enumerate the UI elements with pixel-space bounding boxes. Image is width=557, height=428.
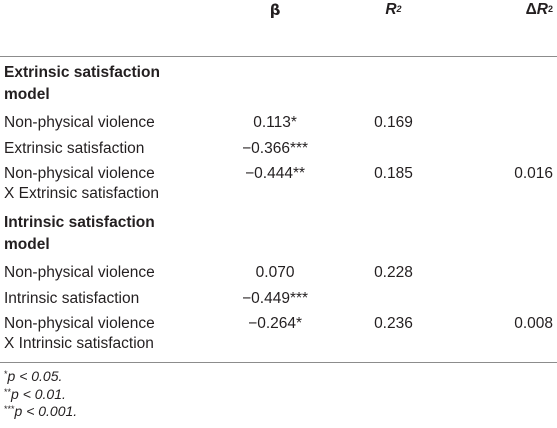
beta-value: 0.113* [253, 114, 297, 131]
header-r-exponent: 2 [396, 4, 402, 14]
footnote-marker: ** [4, 386, 12, 397]
r2-value [339, 284, 447, 310]
section-header-extrinsic: Extrinsic satisfaction model [0, 57, 557, 109]
row-label: Intrinsic satisfaction [4, 290, 140, 307]
header-delta-r-exponent: 2 [547, 4, 553, 14]
footnote-text: p < 0.001. [14, 403, 78, 419]
header-r-letter: R [385, 1, 397, 18]
row-label: Non-physical violence X Extrinsic satisfa… [0, 160, 211, 206]
beta-value: −0.449*** [242, 290, 309, 307]
header-r-squared: R2 [339, 0, 448, 57]
section-title-line2: model [4, 236, 50, 253]
r2-value: 0.228 [374, 264, 413, 281]
table-row: Extrinsic satisfaction −0.366*** [0, 134, 557, 160]
row-label-line1: Non-physical violence [4, 315, 155, 332]
regression-results-table: β R2 ΔR2 Extrinsic satisfaction model Non… [0, 0, 557, 363]
row-label-line2: X Extrinsic satisfaction [4, 185, 160, 202]
section-header-intrinsic: Intrinsic satisfaction model [0, 206, 557, 258]
footnote: *p < 0.05. [4, 368, 77, 386]
delta-r2-value: 0.008 [447, 310, 557, 363]
delta-r2-value [448, 108, 557, 134]
r2-value [339, 134, 447, 160]
row-label: Non-physical violence X Intrinsic satisfa… [0, 310, 211, 363]
footnote-text: p < 0.05. [7, 368, 63, 384]
row-label-line2: X Intrinsic satisfaction [4, 335, 154, 352]
footnote-marker: * [4, 369, 8, 379]
section-title-line1: Intrinsic satisfaction [4, 214, 155, 231]
r2-value: 0.185 [374, 165, 413, 182]
beta-value: −0.264* [210, 310, 340, 363]
table-row: Non-physical violence X Intrinsic satisfa… [0, 310, 557, 363]
header-beta: β [210, 0, 340, 57]
row-label: Extrinsic satisfaction [4, 140, 145, 157]
footnote: ***p < 0.001. [4, 403, 77, 421]
r2-value: 0.236 [339, 310, 448, 363]
header-row: β R2 ΔR2 [0, 0, 557, 57]
section-title: Intrinsic satisfaction model [0, 206, 557, 258]
delta-r2-value [448, 284, 557, 310]
section-title-line1: Extrinsic satisfaction [4, 64, 160, 81]
header-blank [0, 0, 211, 57]
beta-value: −0.444** [245, 165, 306, 182]
table-footnotes: *p < 0.05. **p < 0.01. ***p < 0.001. [4, 368, 77, 421]
delta-r2-value [448, 134, 557, 160]
row-label: Non-physical violence [4, 114, 155, 131]
footnote-marker: *** [4, 404, 15, 414]
delta-r2-value [448, 258, 557, 284]
beta-value: −0.366*** [242, 140, 309, 157]
header-delta-symbol: Δ [525, 1, 537, 18]
header-delta-r-letter: R [536, 1, 548, 18]
footnote: **p < 0.01. [4, 386, 77, 404]
table-row: Non-physical violence X Extrinsic satisfa… [0, 160, 557, 206]
row-label: Non-physical violence [4, 264, 155, 281]
section-title: Extrinsic satisfaction model [0, 57, 557, 109]
beta-value: 0.070 [255, 264, 295, 281]
section-title-line2: model [4, 86, 50, 103]
table-row: Intrinsic satisfaction −0.449*** [0, 284, 557, 310]
footnote-text: p < 0.01. [11, 385, 66, 402]
table-row: Non-physical violence 0.070 0.228 [0, 258, 557, 284]
row-label-line1: Non-physical violence [4, 165, 155, 182]
r2-value: 0.169 [374, 114, 413, 131]
table-row: Non-physical violence 0.113* 0.169 [0, 108, 557, 134]
header-delta-r-squared: ΔR2 [447, 0, 557, 57]
delta-r2-value: 0.016 [514, 165, 553, 182]
